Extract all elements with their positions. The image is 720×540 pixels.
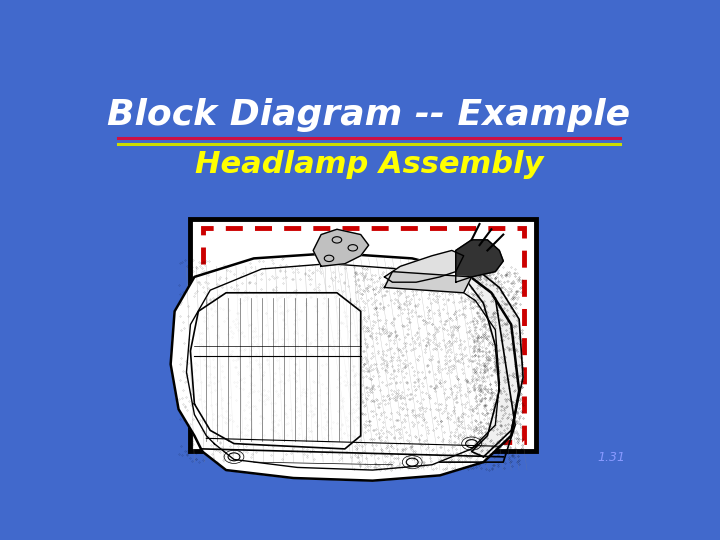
Polygon shape [313,230,369,266]
Polygon shape [171,253,519,481]
Polygon shape [456,240,503,282]
Polygon shape [464,272,523,457]
Text: Headlamp Assembly: Headlamp Assembly [194,150,544,179]
Bar [190,219,536,451]
Polygon shape [384,272,472,293]
Polygon shape [190,293,361,449]
Text: Block Diagram -- Example: Block Diagram -- Example [107,98,631,132]
Polygon shape [384,251,464,282]
Text: 1.31: 1.31 [598,451,626,464]
Bar [203,228,524,442]
